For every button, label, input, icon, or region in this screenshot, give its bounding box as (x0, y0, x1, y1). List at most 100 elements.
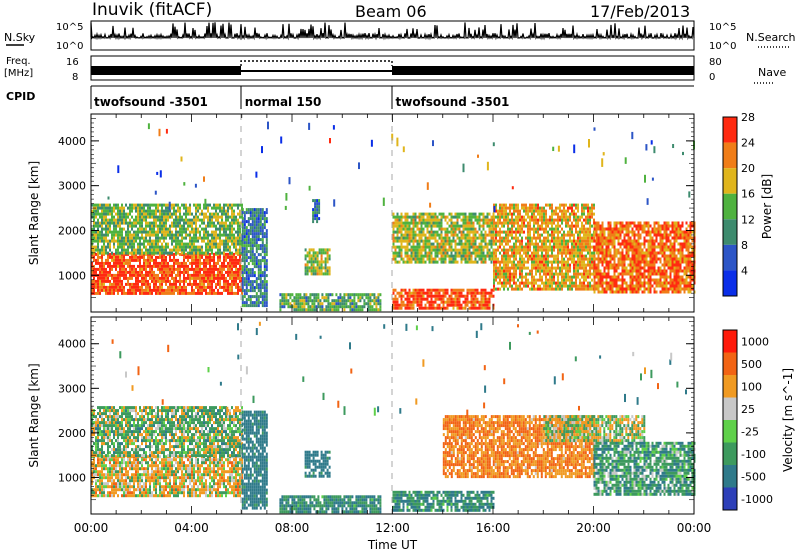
power-echo-cell (537, 230, 539, 234)
power-echo-cell (179, 206, 181, 210)
power-echo-cell (241, 253, 244, 257)
power-echo-cell (559, 287, 561, 291)
power-echo-cell (605, 227, 608, 231)
power-echo-cell (519, 281, 521, 285)
power-echo-cell (191, 261, 193, 265)
power-echo-cell (331, 299, 334, 303)
power-echo-cell (464, 303, 467, 307)
power-echo-cell (235, 255, 237, 259)
power-echo-cell (529, 281, 531, 285)
power-echo-cell (438, 251, 441, 255)
power-echo-cell (109, 267, 111, 271)
power-echo-cell (97, 288, 99, 292)
power-echo-cell (515, 257, 517, 261)
power-echo-cell (157, 239, 159, 243)
power-echo-cell (585, 263, 587, 267)
power-echo-cell (521, 257, 523, 261)
power-echo-cell (432, 306, 435, 310)
power-echo-cell (171, 203, 173, 207)
power-echo-cell (535, 239, 537, 243)
power-echo-cell (173, 252, 175, 256)
power-echo-cell (484, 288, 487, 292)
power-echo-cell (167, 276, 169, 280)
power-echo-cell (490, 245, 493, 249)
power-echo-cell (153, 282, 155, 286)
power-echo-cell (318, 211, 321, 215)
power-echo-cell (173, 203, 175, 207)
power-echo-cell (117, 221, 119, 225)
power-echo-cell (127, 282, 129, 286)
power-echo-cell (241, 256, 244, 260)
power-echo-cell (549, 227, 551, 231)
power-echo-cell (211, 239, 213, 243)
power-echo-cell (557, 284, 559, 288)
power-echo-cell (468, 227, 471, 231)
power-echo-cell (257, 214, 260, 218)
power-echo-cell (139, 288, 141, 292)
power-echo-cell (581, 245, 583, 249)
power-echo-cell (249, 214, 252, 218)
power-echo-cell (121, 227, 123, 231)
power-echo-cell (141, 273, 143, 277)
power-echo-cell (133, 218, 135, 222)
power-echo-cell (505, 239, 507, 243)
power-echo-cell (448, 294, 451, 298)
power-echo-cell (561, 227, 563, 231)
power-echo-cell (319, 308, 322, 312)
power-echo-cell (131, 264, 133, 268)
power-echo-cell (223, 239, 225, 243)
power-echo-cell (217, 291, 219, 295)
power-echo-cell (113, 230, 115, 234)
power-echo-cell (517, 221, 519, 225)
power-echo-cell (375, 296, 378, 300)
power-echo-cell (235, 261, 237, 265)
power-echo-cell (193, 245, 195, 249)
power-echo-cell (428, 239, 431, 243)
power-echo-cell (450, 245, 453, 249)
power-echo-cell (253, 217, 256, 221)
power-echo-cell (113, 242, 115, 246)
power-echo-cell (223, 227, 225, 231)
power-echo-cell (418, 291, 421, 295)
power-echo-cell (400, 242, 403, 246)
power-echo-cell (241, 286, 244, 290)
power-echo-cell (563, 257, 565, 261)
power-echo-cell (505, 203, 507, 207)
power-echo-cell (438, 306, 441, 310)
power-echo-cell (527, 209, 529, 213)
power-echo-cell (318, 260, 321, 264)
power-echo-cell (239, 255, 241, 259)
power-echo-cell (394, 245, 397, 249)
power-echo-cell (559, 245, 561, 249)
power-echo-cell (484, 233, 487, 237)
power-echo-cell (175, 273, 177, 277)
power-echo-cell (458, 227, 461, 231)
power-echo-cell (531, 242, 533, 246)
power-echo-cell (551, 254, 553, 258)
power-echo-cell (438, 212, 441, 216)
power-echo-cell (93, 276, 95, 280)
power-echo-cell (573, 272, 575, 276)
power-echo-cell (533, 251, 535, 255)
power-echo-cell (263, 253, 266, 257)
power-echo-cell (583, 236, 585, 240)
power-echo-cell (123, 255, 125, 259)
power-echo-cell (249, 217, 252, 221)
power-echo-cell (547, 239, 549, 243)
power-echo-cell (513, 203, 515, 207)
power-echo-cell (593, 284, 596, 288)
power-echo-cell (420, 215, 423, 219)
power-echo-cell (251, 274, 254, 278)
power-echo-cell (177, 279, 179, 283)
power-echo-cell (261, 223, 264, 227)
power-echo-cell (113, 258, 115, 262)
power-echo-cell (579, 287, 581, 291)
power-echo-cell (201, 288, 203, 292)
power-echo-cell (575, 239, 577, 243)
power-echo-cell (157, 279, 159, 283)
power-echo-cell (424, 291, 427, 295)
power-echo-cell (95, 236, 97, 240)
power-echo-cell (231, 258, 233, 262)
power-echo-cell (316, 202, 319, 206)
power-echo-cell (569, 281, 571, 285)
